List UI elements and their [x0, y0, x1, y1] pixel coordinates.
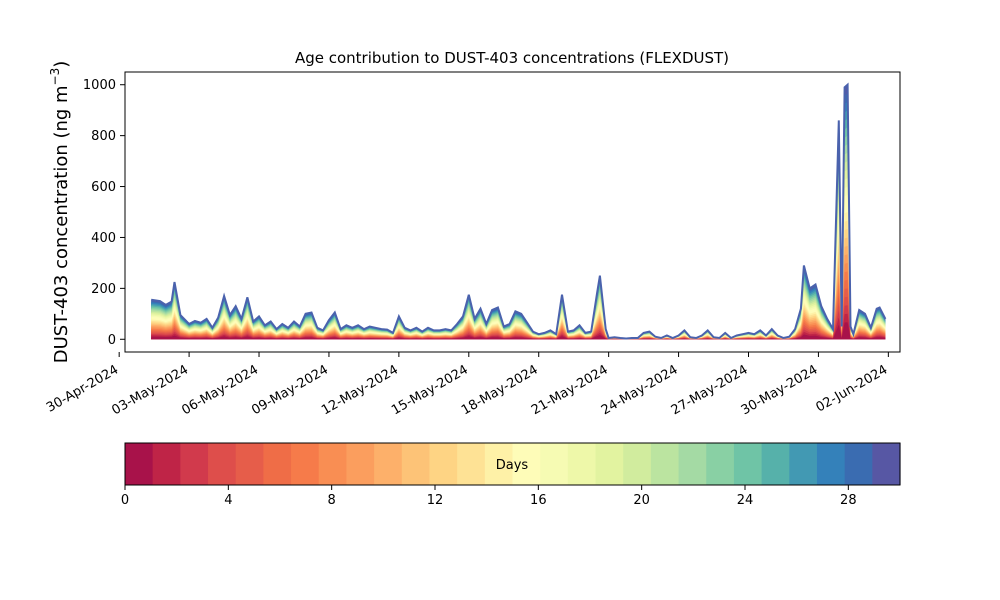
colorbar-tick-label: 24	[737, 493, 754, 508]
x-tick-label: 27-May-2024	[669, 362, 751, 418]
colorbar: Days 0 4 8 12 16 20 24 28	[121, 442, 901, 508]
age-layer-21	[151, 152, 886, 340]
colorbar-tick-label: 20	[633, 493, 650, 508]
colorbar-ticks: 0 4 8 12 16 20 24 28	[121, 485, 857, 508]
y-tick-label: 400	[91, 231, 116, 246]
colorbar-cell	[567, 443, 597, 485]
stacked-area-layers	[151, 84, 886, 340]
colorbar-cell	[457, 443, 486, 485]
colorbar-cells	[125, 443, 901, 485]
total-concentration-line	[151, 82, 887, 340]
colorbar-tick-label: 4	[224, 493, 232, 508]
x-tick-label: 21-May-2024	[529, 362, 611, 418]
y-tick-label: 800	[91, 129, 116, 144]
age-layer-24	[151, 127, 886, 340]
y-tick-label: 600	[91, 180, 116, 195]
colorbar-cell	[816, 443, 846, 485]
age-layer-0	[151, 330, 886, 340]
x-tick-label: 09-May-2024	[249, 362, 331, 418]
x-axis: 30-Apr-202403-May-202406-May-202409-May-…	[44, 352, 890, 418]
colorbar-cell	[374, 443, 403, 485]
plot-area	[124, 71, 901, 353]
x-tick-label: 30-May-2024	[739, 362, 821, 418]
colorbar-cell	[152, 443, 181, 485]
y-tick-label: 1000	[83, 78, 116, 93]
colorbar-cell	[540, 443, 569, 485]
colorbar-cell	[623, 443, 652, 485]
colorbar-cell	[733, 443, 763, 485]
x-tick-label: 06-May-2024	[179, 362, 261, 418]
colorbar-label: Days	[496, 458, 529, 473]
plot-frame	[124, 71, 901, 353]
y-axis: 0 200 400 600 800 1000	[83, 78, 125, 348]
x-tick-label: 30-Apr-2024	[44, 362, 121, 415]
age-layer-23	[151, 135, 886, 340]
age-layer-22	[151, 144, 886, 340]
y-tick-label: 200	[91, 282, 116, 297]
colorbar-tick-label: 0	[121, 493, 129, 508]
colorbar-cell	[318, 443, 348, 485]
y-tick-label: 0	[108, 333, 116, 348]
colorbar-cell	[706, 443, 735, 485]
colorbar-cell	[678, 443, 707, 485]
colorbar-cell	[650, 443, 680, 485]
colorbar-tick-label: 16	[530, 493, 547, 508]
colorbar-cell	[401, 443, 431, 485]
colorbar-cell	[484, 443, 514, 485]
colorbar-cell	[761, 443, 790, 485]
colorbar-cell	[512, 443, 541, 485]
x-tick-label: 18-May-2024	[459, 362, 541, 418]
colorbar-cell	[235, 443, 264, 485]
colorbar-cell	[595, 443, 624, 485]
x-tick-label: 03-May-2024	[109, 362, 191, 418]
colorbar-cell	[180, 443, 209, 485]
colorbar-cell	[789, 443, 818, 485]
colorbar-cell	[346, 443, 375, 485]
x-tick-label: 12-May-2024	[319, 362, 401, 418]
age-layer-27	[151, 101, 886, 340]
colorbar-tick-label: 28	[840, 493, 857, 508]
colorbar-tick-label: 8	[328, 493, 336, 508]
colorbar-cell	[125, 443, 154, 485]
x-tick-label: 24-May-2024	[599, 362, 681, 418]
colorbar-cell	[872, 443, 901, 485]
colorbar-frame	[124, 442, 901, 486]
colorbar-cell	[291, 443, 320, 485]
colorbar-tick-label: 12	[427, 493, 444, 508]
age-layer-25	[151, 118, 886, 340]
x-tick-label: 02-Jun-2024	[814, 362, 891, 415]
chart-title: Age contribution to DUST-403 concentrati…	[295, 49, 729, 67]
colorbar-cell	[208, 443, 237, 485]
age-layer-26	[151, 110, 886, 340]
age-layer-28	[151, 93, 886, 340]
colorbar-cell	[844, 443, 873, 485]
colorbar-cell	[429, 443, 458, 485]
age-layer-29	[151, 84, 886, 340]
y-axis-label: DUST-403 concentration (ng m−3)	[48, 61, 72, 364]
x-tick-label: 15-May-2024	[389, 362, 471, 418]
colorbar-cell	[263, 443, 292, 485]
